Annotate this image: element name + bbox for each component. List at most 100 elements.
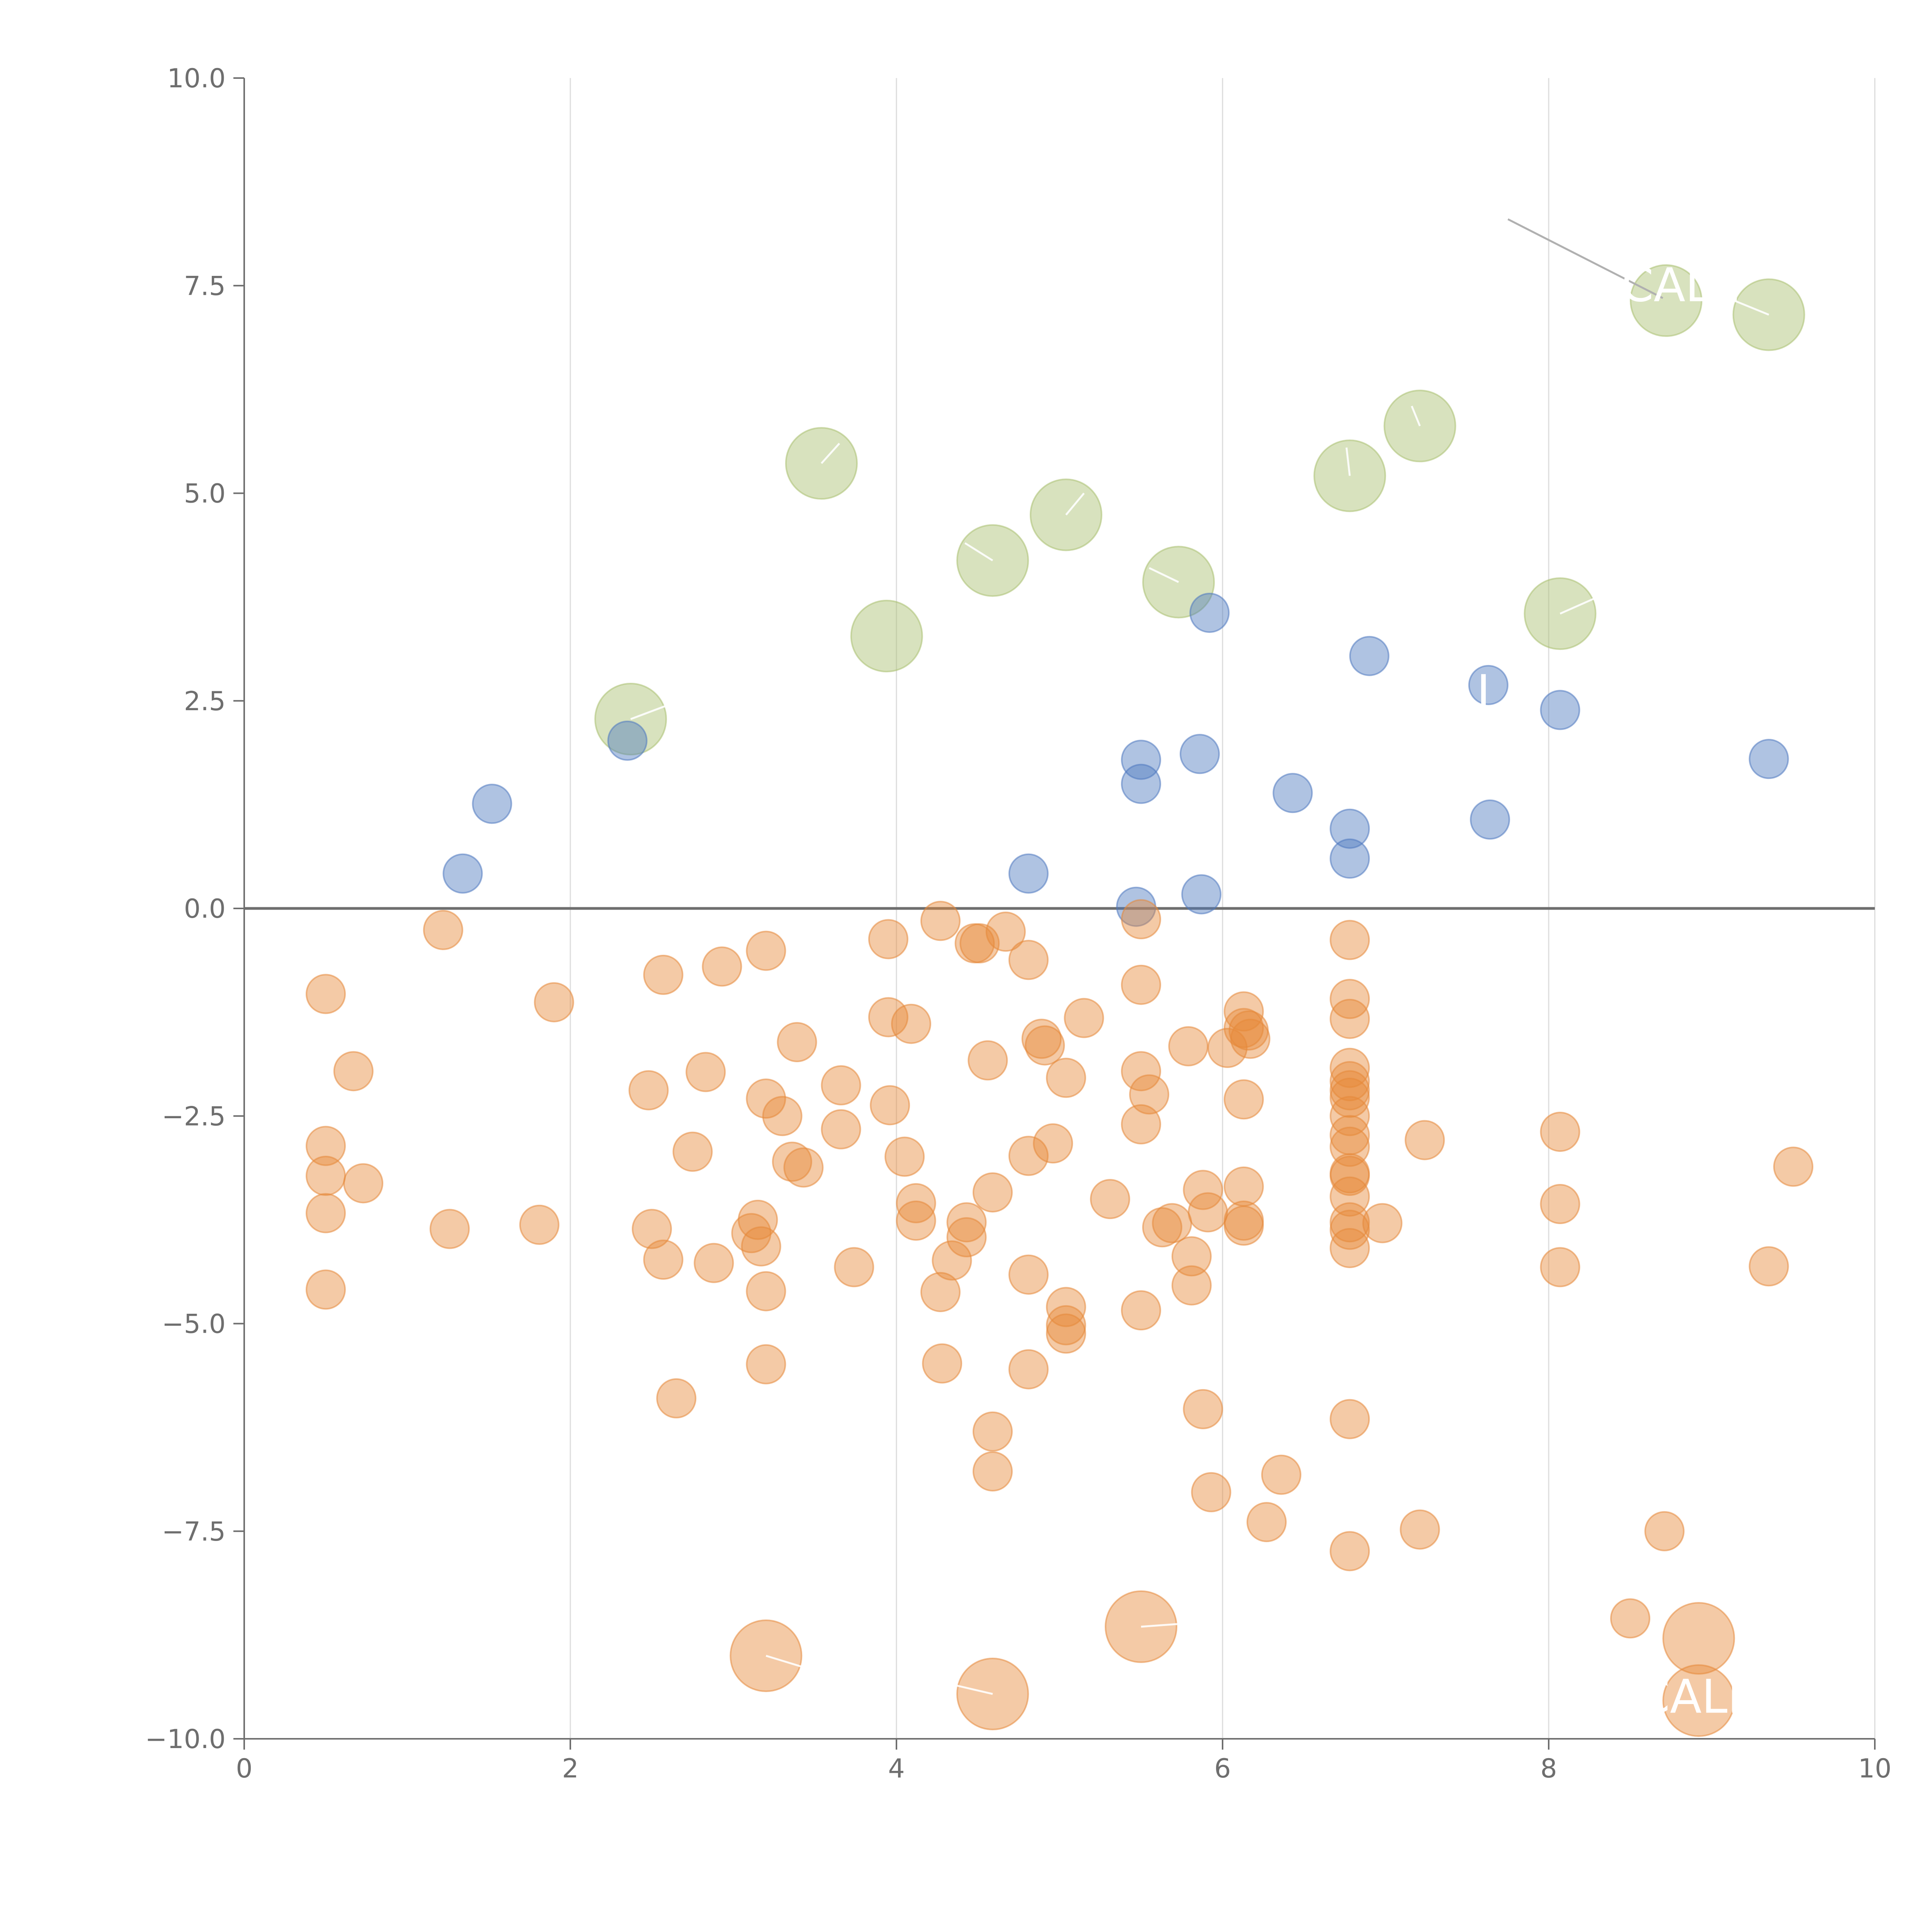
data-point — [607, 720, 648, 761]
data-point — [972, 1411, 1013, 1452]
data-point — [1008, 853, 1049, 894]
annotation-label: CALL — [1638, 1670, 1753, 1724]
data-point — [628, 1070, 669, 1111]
data-point — [1330, 1209, 1370, 1250]
data-point — [1121, 964, 1161, 1005]
data-point — [1223, 1166, 1264, 1207]
data-point — [1330, 1048, 1370, 1088]
leader-line — [964, 542, 993, 561]
data-point — [1748, 739, 1789, 779]
data-point — [920, 901, 961, 941]
data-point — [1189, 592, 1230, 633]
data-point — [1064, 998, 1104, 1038]
data-point — [1470, 799, 1510, 840]
data-point — [1272, 773, 1313, 813]
data-point — [1008, 1254, 1049, 1295]
data-point — [1644, 1511, 1685, 1551]
y-tick-label: −10.0 — [145, 1724, 226, 1755]
data-point — [534, 982, 574, 1022]
data-point — [1330, 998, 1370, 1039]
data-point — [946, 1217, 987, 1258]
data-point — [306, 1155, 346, 1196]
data-point — [1330, 920, 1370, 960]
callout-line — [1507, 218, 1663, 299]
data-point — [1179, 734, 1220, 774]
data-point — [1188, 1192, 1228, 1233]
data-point — [1223, 1205, 1264, 1246]
data-point — [946, 1202, 987, 1243]
annotations: CALL CALL I — [630, 218, 1769, 1724]
data-point — [1748, 1246, 1789, 1287]
data-point — [1773, 1146, 1813, 1187]
data-point — [1207, 1028, 1248, 1068]
x-tick-label: 2 — [562, 1753, 578, 1784]
leader-line — [1560, 596, 1598, 615]
data-point — [762, 1096, 803, 1136]
data-point — [643, 1240, 684, 1280]
data-point — [772, 1141, 812, 1182]
data-point — [730, 1619, 803, 1692]
data-point — [1330, 1077, 1370, 1118]
data-point — [1121, 1290, 1161, 1331]
data-point — [1025, 1025, 1065, 1066]
data-point — [868, 997, 908, 1037]
data-point — [1261, 1454, 1301, 1495]
x-tick-label: 6 — [1214, 1753, 1231, 1784]
data-point — [1662, 1602, 1735, 1675]
data-point — [1330, 1155, 1370, 1196]
data-point — [1033, 1123, 1073, 1164]
data-point — [1046, 1305, 1086, 1345]
y-tick-label: 2.5 — [184, 686, 226, 717]
data-point — [884, 1136, 925, 1177]
data-point — [1330, 838, 1370, 879]
data-point — [746, 1078, 786, 1119]
data-point — [821, 1065, 861, 1105]
data-point — [333, 1051, 374, 1092]
data-point — [1181, 874, 1222, 915]
data-point — [1330, 1399, 1370, 1439]
data-point — [1152, 1203, 1192, 1243]
data-point — [306, 1193, 346, 1233]
data-point — [429, 1209, 470, 1249]
data-point — [1171, 1236, 1212, 1277]
data-point — [896, 1201, 936, 1241]
data-point — [1330, 1228, 1370, 1268]
data-point — [1540, 1184, 1580, 1225]
y-tick-label: 5.0 — [184, 479, 226, 509]
leader-line — [1141, 1621, 1198, 1628]
data-point — [959, 923, 1000, 964]
data-point — [1330, 808, 1370, 849]
data-point — [1230, 1019, 1270, 1059]
leader-line — [1065, 492, 1085, 515]
leader-line — [1345, 447, 1351, 476]
y-tick-label: −7.5 — [162, 1517, 226, 1547]
data-point — [746, 930, 786, 971]
data-point — [1662, 1664, 1735, 1737]
leader-line — [630, 704, 669, 720]
data-point — [738, 1199, 778, 1240]
y-tick-label: −5.0 — [162, 1309, 226, 1340]
data-point — [656, 1378, 697, 1418]
data-point — [472, 784, 512, 824]
data-point — [1129, 1074, 1170, 1115]
data-point — [702, 946, 742, 987]
data-point — [1629, 264, 1702, 337]
data-point — [1540, 690, 1580, 730]
leader-line — [1728, 297, 1769, 316]
x-tick-label: 0 — [236, 1753, 252, 1784]
data-point — [423, 910, 463, 950]
data-point — [972, 1451, 1013, 1492]
data-point — [694, 1243, 734, 1283]
data-points — [306, 264, 1813, 1737]
data-point — [685, 1052, 726, 1092]
data-point — [519, 1204, 560, 1245]
data-point — [870, 1085, 910, 1126]
leader-line — [821, 442, 840, 464]
data-point — [1121, 740, 1161, 780]
x-tick-label: 10 — [1858, 1753, 1892, 1784]
data-point — [746, 1344, 786, 1384]
data-point — [777, 1022, 817, 1062]
data-point — [1008, 1349, 1049, 1389]
